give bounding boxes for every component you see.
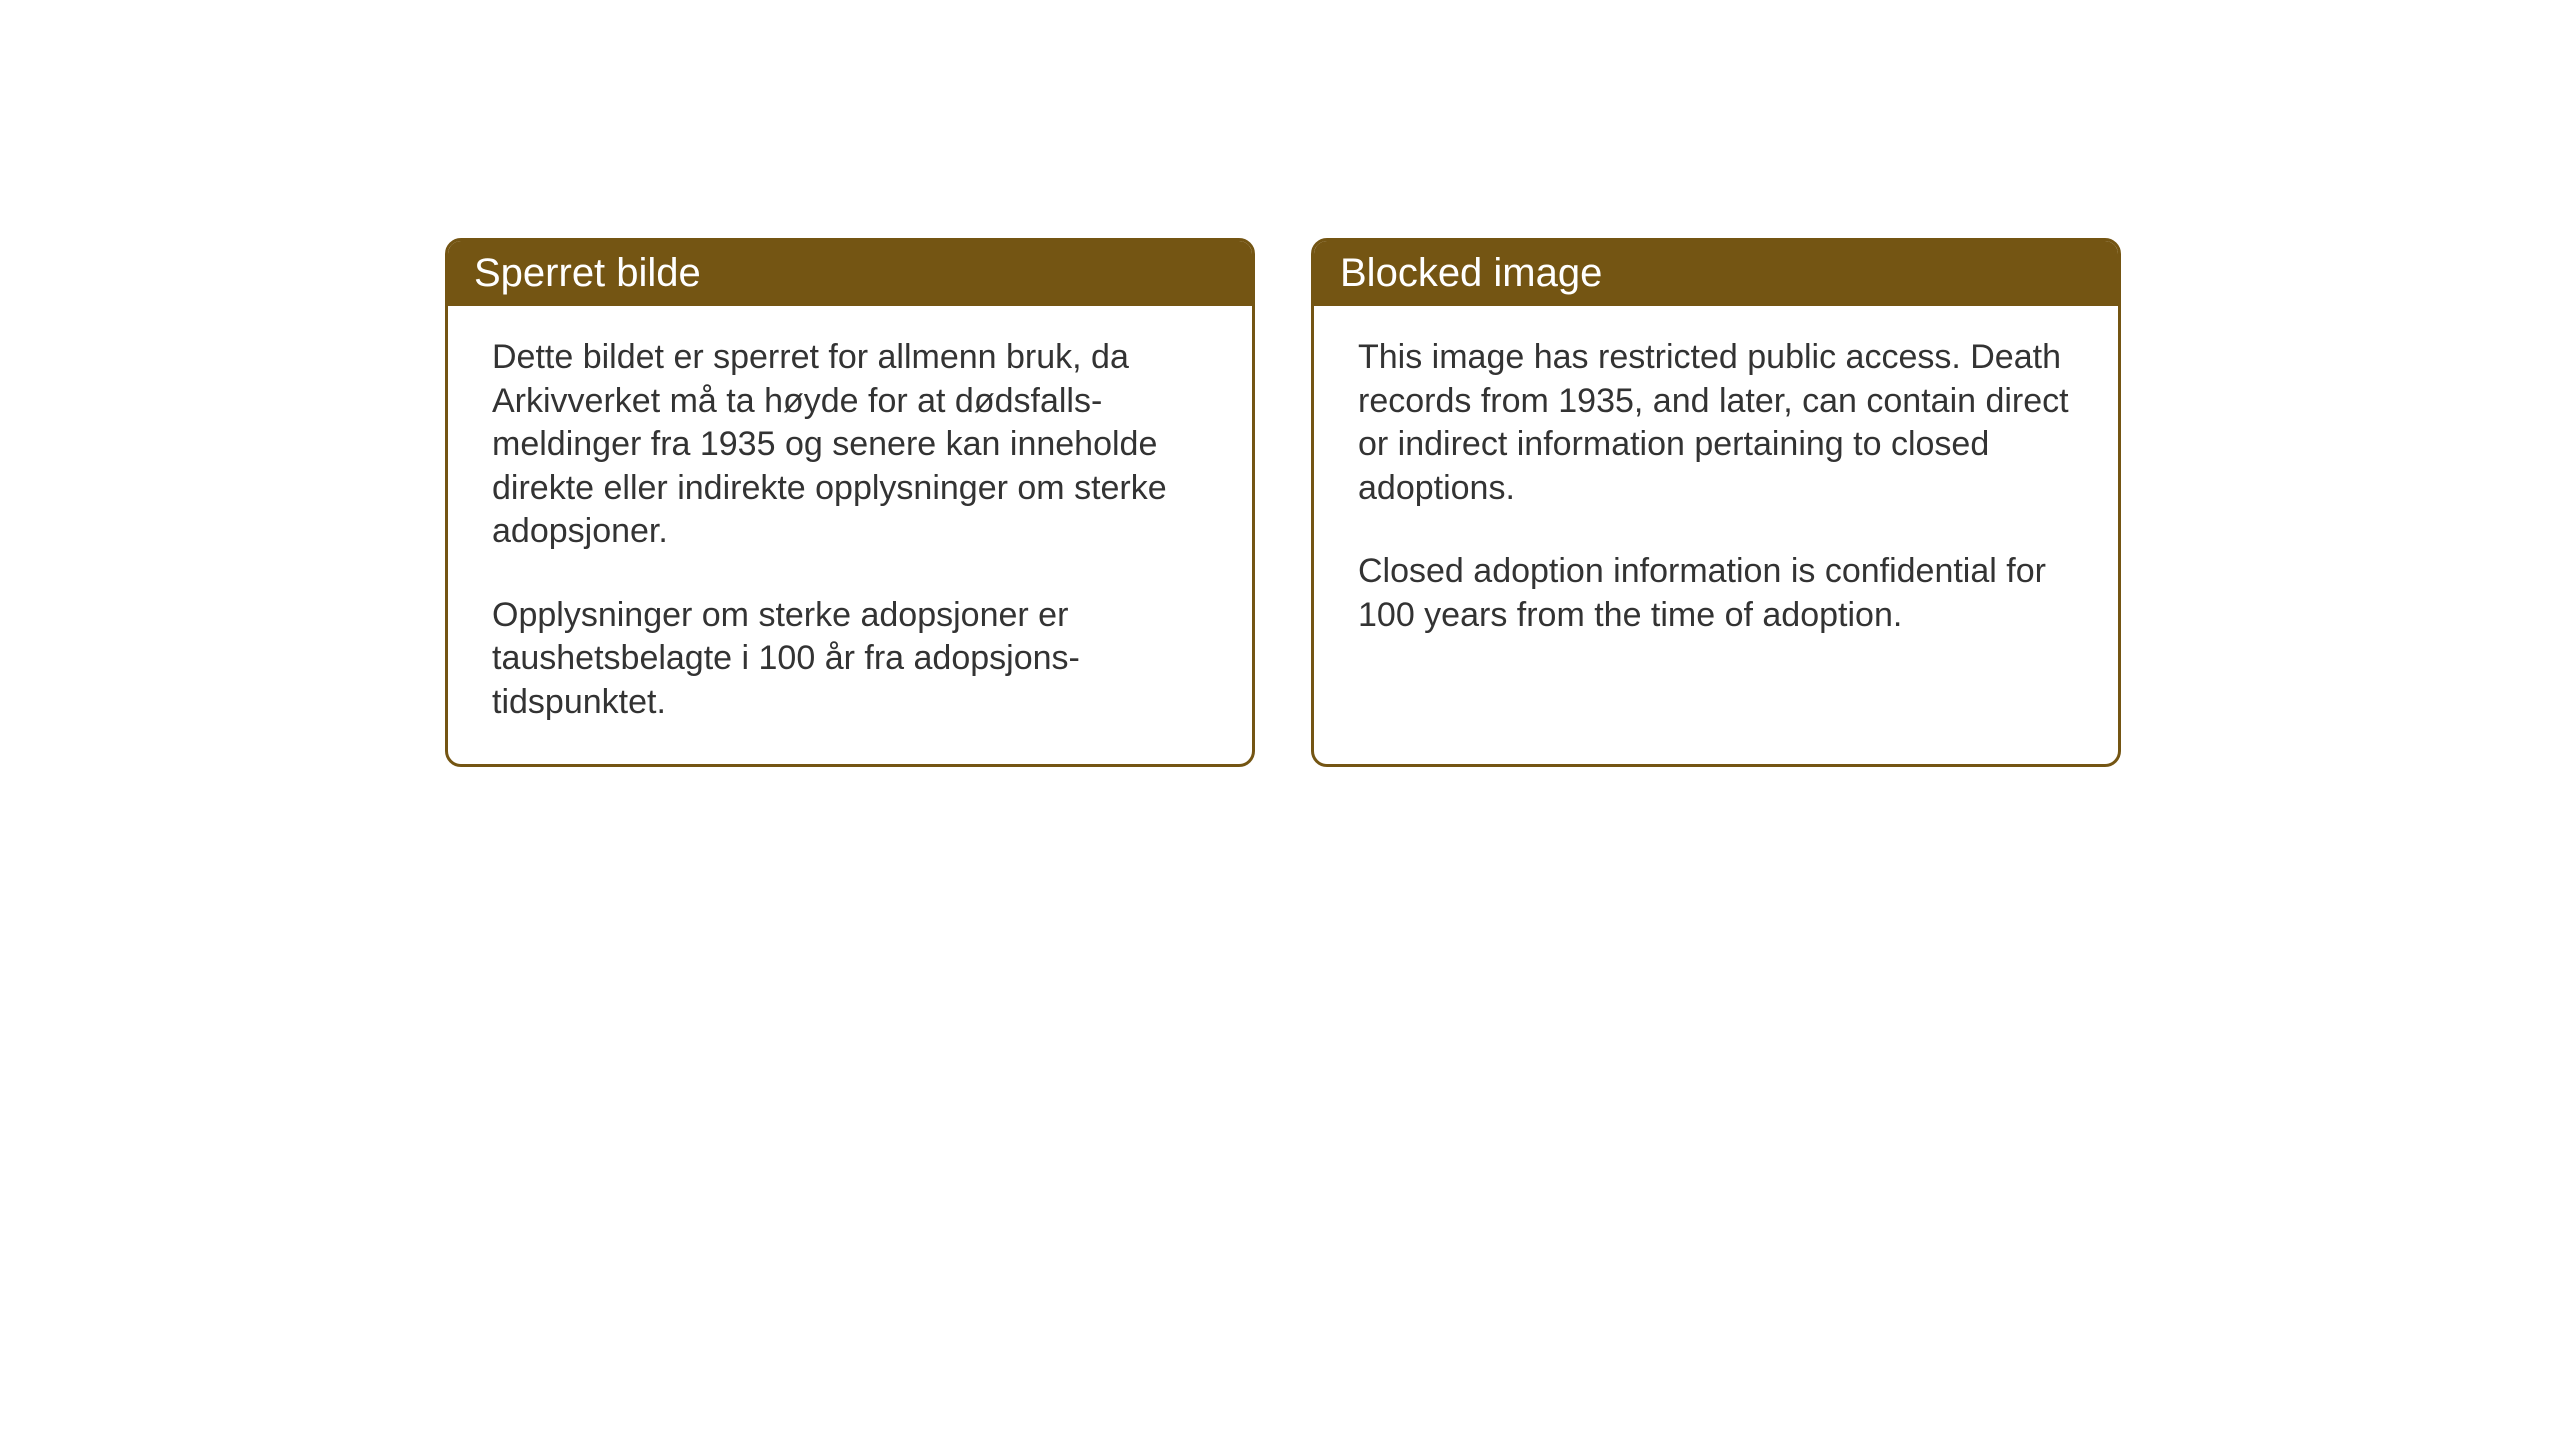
notice-container: Sperret bilde Dette bildet er sperret fo… <box>445 238 2121 767</box>
notice-header-norwegian: Sperret bilde <box>448 241 1252 306</box>
notice-body-norwegian: Dette bildet er sperret for allmenn bruk… <box>448 306 1252 764</box>
notice-card-english: Blocked image This image has restricted … <box>1311 238 2121 767</box>
notice-paragraph: Dette bildet er sperret for allmenn bruk… <box>492 336 1208 554</box>
notice-body-english: This image has restricted public access.… <box>1314 306 2118 677</box>
notice-paragraph: This image has restricted public access.… <box>1358 336 2074 510</box>
notice-card-norwegian: Sperret bilde Dette bildet er sperret fo… <box>445 238 1255 767</box>
notice-header-english: Blocked image <box>1314 241 2118 306</box>
notice-paragraph: Opplysninger om sterke adopsjoner er tau… <box>492 594 1208 725</box>
notice-paragraph: Closed adoption information is confident… <box>1358 550 2074 637</box>
